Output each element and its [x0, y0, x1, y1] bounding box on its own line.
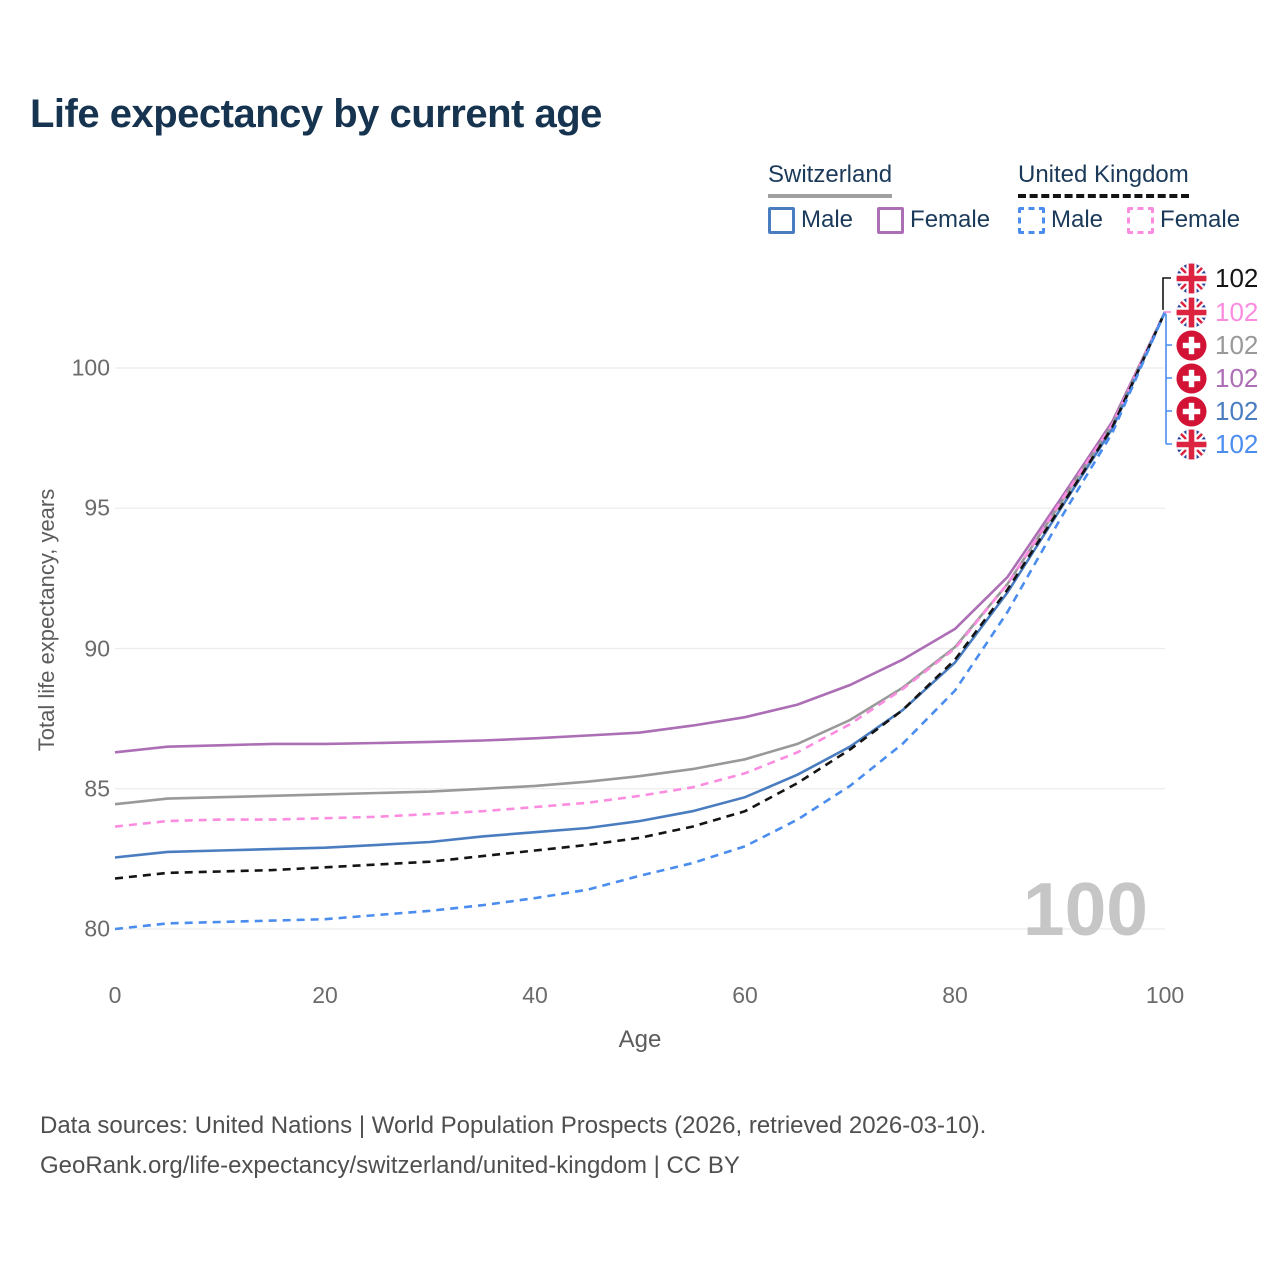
- y-tick-label: 95: [84, 494, 110, 521]
- switzerland-male-swatch-icon: [768, 206, 795, 234]
- legend-item-switzerland-male[interactable]: Male: [768, 206, 853, 234]
- footer-line-2: GeoRank.org/life-expectancy/switzerland/…: [40, 1152, 740, 1179]
- end-label-value: 102: [1215, 296, 1259, 327]
- end-label-row-united-kingdom-female: 102: [1176, 296, 1258, 328]
- end-label-value: 102: [1215, 262, 1259, 293]
- leader-line-bracket: [1165, 313, 1172, 445]
- end-label-row-switzerland-total: 102: [1176, 329, 1258, 361]
- end-label-value: 102: [1215, 329, 1259, 360]
- legend-label: Female: [1160, 206, 1241, 233]
- switzerland-female-swatch-icon: [877, 206, 905, 234]
- uk-flag-icon: [1176, 297, 1207, 328]
- page-title: Life expectancy by current age: [30, 92, 602, 136]
- end-label-value: 102: [1215, 395, 1259, 426]
- footer-line-1: Data sources: United Nations | World Pop…: [40, 1112, 987, 1139]
- series-line-switzerland-female[interactable]: [114, 311, 1167, 754]
- series-line-switzerland-total[interactable]: [114, 311, 1167, 806]
- series-line-united-kingdom-total[interactable]: [114, 311, 1167, 880]
- legend-item-uk-male[interactable]: Male: [1018, 206, 1103, 234]
- series-line-switzerland-male[interactable]: [114, 311, 1167, 859]
- y-tick-label: 90: [84, 635, 110, 661]
- switzerland-flag-icon: [1176, 362, 1207, 394]
- end-label-row-united-kingdom-male: 102: [1176, 428, 1258, 460]
- x-tick-label: 40: [522, 982, 548, 1008]
- end-label-row-switzerland-male: 102: [1176, 395, 1258, 427]
- age-watermark: 100: [1022, 867, 1148, 951]
- x-tick-label: 60: [732, 982, 758, 1008]
- legend-header-united-kingdom[interactable]: United Kingdom: [1018, 161, 1189, 198]
- switzerland-flag-icon: [1176, 395, 1207, 427]
- legend-label: Male: [1051, 206, 1104, 233]
- legend-group-switzerland: Switzerland Male Female: [768, 161, 990, 234]
- legend-item-uk-female[interactable]: Female: [1127, 206, 1240, 234]
- end-label-value: 102: [1215, 362, 1259, 393]
- series-line-united-kingdom-male[interactable]: [114, 311, 1167, 931]
- legend-label: Female: [910, 206, 991, 233]
- legend-label: Male: [801, 206, 854, 233]
- y-tick-label: 80: [84, 915, 110, 942]
- uk-male-swatch-icon: [1018, 206, 1045, 234]
- x-tick-label: 20: [312, 982, 338, 1008]
- x-tick-label: 100: [1145, 982, 1185, 1008]
- legend-item-switzerland-female[interactable]: Female: [877, 206, 990, 234]
- uk-flag-icon: [1176, 263, 1207, 294]
- end-label-row-united-kingdom-total: 102: [1176, 262, 1258, 294]
- y-tick-label: 100: [71, 354, 110, 381]
- x-axis-title: Age: [618, 1026, 662, 1053]
- x-tick-label: 0: [108, 982, 122, 1008]
- y-axis-title: Total life expectancy, years: [34, 488, 59, 752]
- footer-attribution: Data sources: United Nations | World Pop…: [40, 1106, 986, 1186]
- y-tick-label: 85: [84, 775, 110, 802]
- switzerland-flag-icon: [1176, 329, 1207, 361]
- end-label-row-switzerland-female: 102: [1176, 362, 1258, 394]
- series-line-united-kingdom-female[interactable]: [114, 311, 1167, 828]
- legend-group-united-kingdom: United Kingdom Male Female: [1018, 161, 1240, 234]
- uk-female-swatch-icon: [1127, 206, 1155, 234]
- uk-flag-icon: [1176, 429, 1207, 460]
- x-tick-label: 80: [942, 982, 968, 1008]
- legend-header-switzerland[interactable]: Switzerland: [768, 161, 893, 198]
- end-label-value: 102: [1215, 428, 1259, 459]
- leader-line-uk-total: [1162, 277, 1171, 310]
